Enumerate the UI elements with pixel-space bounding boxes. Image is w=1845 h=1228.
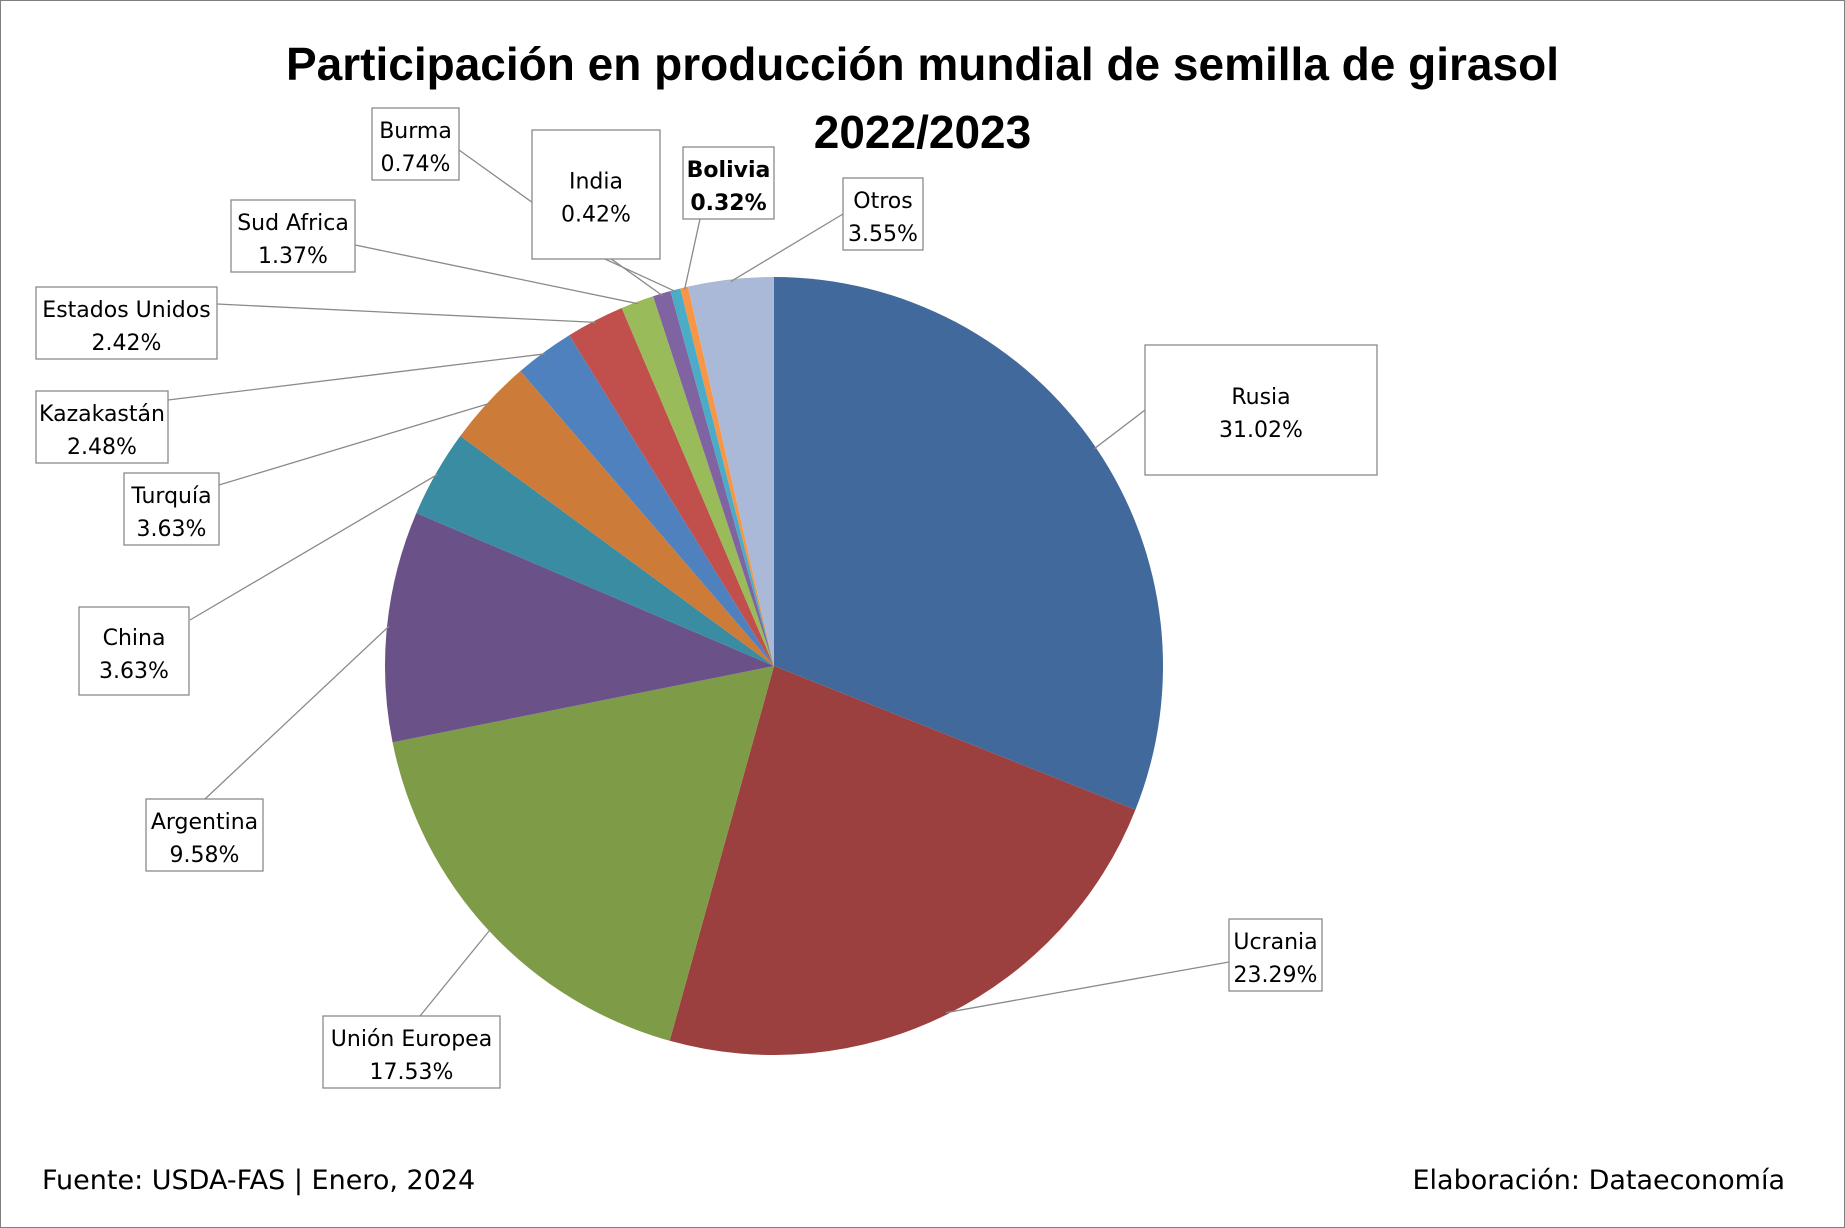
label-value: 31.02% — [1219, 418, 1303, 443]
data-label-kazakastan: Kazakastán 2.48% — [35, 390, 169, 464]
data-label-bolivia: Bolivia 0.32% — [682, 146, 775, 220]
leader-line-estados-unidos — [216, 303, 596, 324]
label-value: 2.42% — [92, 331, 162, 356]
data-label-otros: Otros 3.55% — [842, 177, 924, 251]
label-box — [1144, 344, 1378, 476]
data-label-estados-unidos: Estados Unidos 2.42% — [35, 286, 218, 360]
pie-slice-turquia — [460, 371, 774, 666]
data-label-sud-africa: Sud Africa 1.37% — [230, 199, 356, 273]
pie-slice-china — [416, 436, 774, 666]
label-name: Estados Unidos — [42, 298, 210, 323]
label-box — [371, 107, 460, 181]
leader-line-china — [189, 473, 439, 621]
pie-slice-union-europea — [392, 666, 774, 1041]
label-name: China — [103, 626, 166, 651]
label-name: Bolivia — [687, 158, 771, 183]
label-name: Otros — [853, 189, 912, 214]
data-label-china: China 3.63% — [78, 606, 190, 696]
pie-slices — [384, 277, 1164, 1056]
label-box — [230, 199, 356, 273]
label-box — [682, 146, 775, 220]
label-box — [35, 390, 169, 464]
footer-source: Fuente: USDA-FAS | Enero, 2024 — [42, 1165, 476, 1196]
pie-slice-burma — [653, 291, 774, 666]
label-value: 9.58% — [170, 843, 240, 868]
label-box — [123, 472, 220, 546]
label-name: Kazakastán — [39, 402, 165, 427]
leader-line-turquia — [218, 402, 491, 486]
chart-title-main: Participación en producción mundial de s… — [286, 38, 1559, 90]
label-value: 0.32% — [690, 191, 766, 216]
data-label-ucrania: Ucrania 23.29% — [1228, 918, 1323, 992]
label-box — [1228, 918, 1323, 992]
data-label-turquia: Turquía 3.63% — [123, 472, 220, 546]
label-value: 3.55% — [848, 222, 918, 247]
data-label-india: India 0.42% — [531, 129, 661, 260]
leader-line-argentina — [204, 625, 390, 800]
pie-slice-argentina — [384, 512, 774, 743]
label-name: Unión Europea — [331, 1027, 492, 1052]
label-name: Rusia — [1231, 385, 1290, 410]
label-box — [35, 286, 218, 360]
label-value: 3.63% — [137, 517, 207, 542]
leader-line-otros — [730, 213, 844, 282]
label-name: Burma — [379, 119, 452, 144]
data-label-argentina: Argentina 9.58% — [145, 798, 264, 872]
label-name: Sud Africa — [237, 211, 349, 236]
leader-line-india — [604, 258, 677, 293]
label-name: Turquía — [130, 484, 211, 509]
data-label-rusia: Rusia 31.02% — [1144, 344, 1378, 476]
label-box — [531, 129, 661, 260]
data-label-union-europea: Unión Europea 17.53% — [322, 1015, 501, 1089]
pie-slice-india — [670, 288, 774, 666]
label-value: 1.37% — [258, 244, 328, 269]
pie-slice-otros — [687, 277, 774, 666]
label-name: Argentina — [151, 810, 258, 835]
chart-title-period: 2022/2023 — [813, 106, 1032, 158]
label-value: 3.63% — [99, 659, 169, 684]
data-label-burma: Burma 0.74% — [371, 107, 460, 181]
label-box — [322, 1015, 501, 1089]
label-value: 0.42% — [561, 203, 631, 228]
label-name: India — [569, 170, 623, 195]
pie-slice-kazakastan — [520, 335, 774, 666]
pie-slice-estados-unidos — [569, 308, 774, 666]
footer-credit: Elaboración: Dataeconomía — [1412, 1165, 1786, 1196]
pie-slice-sud-africa — [621, 296, 774, 666]
leader-line-kazakastan — [167, 353, 546, 401]
leader-line-bolivia — [683, 218, 701, 290]
data-labels: Rusia 31.02% Ucrania 23.29% Unión Europea 17.… — [35, 107, 1378, 1089]
leader-line-sud-africa — [354, 244, 639, 305]
label-value: 23.29% — [1234, 963, 1318, 988]
pie-slice-rusia — [774, 277, 1164, 810]
label-box — [78, 606, 190, 696]
chart-title: Participación en producción mundial de s… — [0, 30, 1845, 166]
leader-line-ucrania — [945, 961, 1230, 1014]
leader-lines — [167, 149, 1230, 1017]
label-name: Ucrania — [1233, 930, 1317, 955]
label-value: 17.53% — [370, 1060, 454, 1085]
leader-line-union-europea — [419, 928, 491, 1017]
label-box — [145, 798, 264, 872]
label-box — [842, 177, 924, 251]
pie-slice-ucrania — [669, 666, 1136, 1056]
pie-slice-bolivia — [680, 286, 774, 666]
label-value: 2.48% — [67, 435, 137, 460]
leader-line-rusia — [1093, 409, 1146, 450]
label-value: 0.74% — [381, 152, 451, 177]
